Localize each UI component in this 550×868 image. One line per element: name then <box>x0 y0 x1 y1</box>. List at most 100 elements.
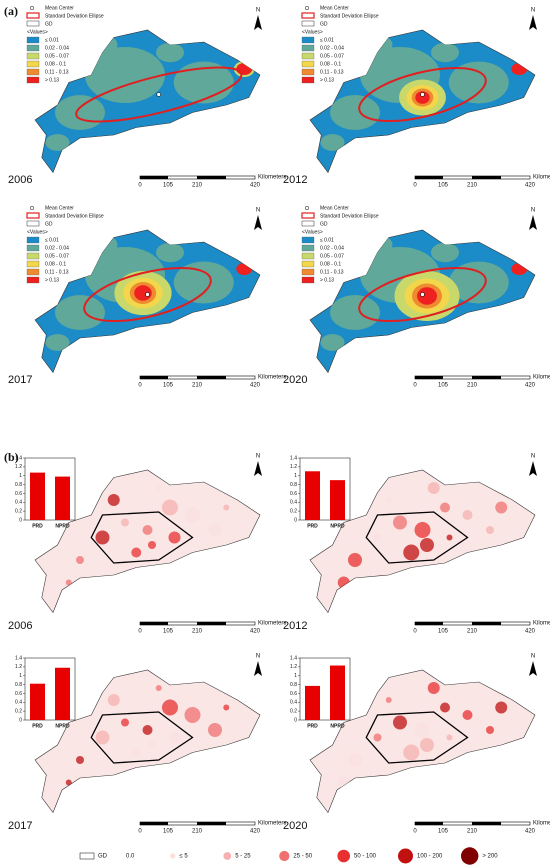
legend-swatch <box>26 68 40 76</box>
y-tick-label: 1.4 <box>15 455 22 461</box>
y-tick-label: 0.2 <box>290 508 297 514</box>
panel-label: (b) <box>4 450 19 464</box>
legend-symbol <box>26 220 40 227</box>
bar <box>305 685 320 720</box>
legend-swatch <box>26 268 40 276</box>
north-label: N <box>531 654 535 660</box>
mean-center <box>420 292 425 297</box>
y-tick-label: 1 <box>19 473 22 479</box>
legend-swatch <box>301 268 315 276</box>
point <box>385 697 392 703</box>
scale-bar <box>197 822 226 825</box>
legend-label: > 0.13 <box>320 77 334 83</box>
legend-label: GD <box>320 21 328 27</box>
prd-boundary <box>365 711 469 764</box>
point <box>76 556 84 564</box>
legend-swatch <box>301 76 315 84</box>
legend-label: 0.05 - 0.07 <box>320 253 344 259</box>
legend-label: 0.08 - 0.1 <box>320 261 341 267</box>
point <box>440 702 450 713</box>
legend-swatch <box>301 260 315 268</box>
legend-symbol <box>223 852 232 860</box>
point <box>168 531 181 544</box>
legend-label: ≤ 0.01 <box>320 237 334 243</box>
legend-symbol <box>461 847 479 865</box>
legend-symbol <box>398 848 413 864</box>
scale-tick: 210 <box>192 383 203 389</box>
legend-title: <Values> <box>27 29 48 35</box>
point <box>427 682 440 694</box>
y-tick-label: 0.6 <box>290 491 297 497</box>
year-label: 2006 <box>8 620 32 632</box>
legend-label: 0.08 - 0.1 <box>45 261 66 267</box>
y-tick-label: 0.2 <box>15 708 22 714</box>
zone <box>85 47 165 103</box>
zone <box>156 42 184 63</box>
point <box>155 485 162 491</box>
zone <box>417 287 437 305</box>
legend-label: 0.11 - 0.13 <box>320 269 344 275</box>
y-tick-label: 0.4 <box>15 700 22 706</box>
north-label: N <box>531 208 535 214</box>
scale-tick: 105 <box>163 629 174 635</box>
zone <box>330 295 380 330</box>
scale-bar <box>140 622 168 625</box>
legend-title: <Values> <box>27 229 48 235</box>
scale-tick: 210 <box>467 829 478 835</box>
legend-symbol <box>304 5 310 11</box>
point <box>420 538 434 552</box>
y-tick-label: 0.8 <box>15 482 22 488</box>
zone <box>173 261 234 304</box>
y-tick-label: 0.8 <box>290 682 297 688</box>
y-tick-label: 1 <box>294 473 297 479</box>
legend-symbol <box>301 220 315 227</box>
year-label: 2020 <box>283 820 307 832</box>
north-label: N <box>531 454 535 460</box>
point <box>446 534 453 541</box>
scale-tick: 0 <box>413 829 417 835</box>
map-inner <box>65 485 230 586</box>
legend-label: > 200 <box>482 854 498 860</box>
point <box>95 730 110 745</box>
year-label: 2017 <box>8 820 32 832</box>
point <box>142 725 153 735</box>
mean-center <box>156 92 162 97</box>
y-tick-label: 1.4 <box>290 655 297 661</box>
legend-label: GD <box>45 21 53 27</box>
point <box>385 497 392 503</box>
legend-label: ≤ 0.01 <box>45 37 59 43</box>
scale-unit: Kilometers <box>258 375 286 381</box>
point <box>162 499 178 516</box>
point <box>168 731 181 744</box>
scale-unit: Kilometers <box>258 821 286 827</box>
legend-label: 0.11 - 0.13 <box>45 69 69 75</box>
legend-symbol <box>79 852 95 860</box>
y-tick-label: 1 <box>19 673 22 679</box>
scale-unit: Kilometers <box>533 621 550 627</box>
legend-swatch <box>301 276 315 284</box>
x-tick-label: PRD <box>32 523 43 529</box>
legend-swatch <box>26 260 40 268</box>
y-tick-label: 1.2 <box>15 464 22 470</box>
scale-tick: 0 <box>413 183 417 189</box>
zone <box>431 242 459 263</box>
legend-title: <Values> <box>302 229 323 235</box>
year-label: 2006 <box>8 174 32 186</box>
prd-boundary <box>90 711 194 764</box>
y-tick-label: 0.2 <box>290 708 297 714</box>
point <box>223 704 230 711</box>
legend-label: Standard Deviation Ellipse <box>45 213 104 219</box>
scale-tick: 210 <box>467 629 478 635</box>
scale-bar <box>415 622 443 625</box>
scale-tick: 420 <box>250 829 261 835</box>
y-tick-label: 0.4 <box>15 500 22 506</box>
legend-label: > 0.13 <box>45 77 59 83</box>
legend-swatch <box>26 60 40 68</box>
legend-label: ≤ 0.01 <box>45 237 59 243</box>
scale-tick: 105 <box>163 183 174 189</box>
scale-unit: Kilometers <box>533 375 550 381</box>
north-label: N <box>256 654 260 660</box>
y-tick-label: 0.6 <box>290 691 297 697</box>
scale-tick: 420 <box>525 629 536 635</box>
map-inner <box>337 482 508 589</box>
